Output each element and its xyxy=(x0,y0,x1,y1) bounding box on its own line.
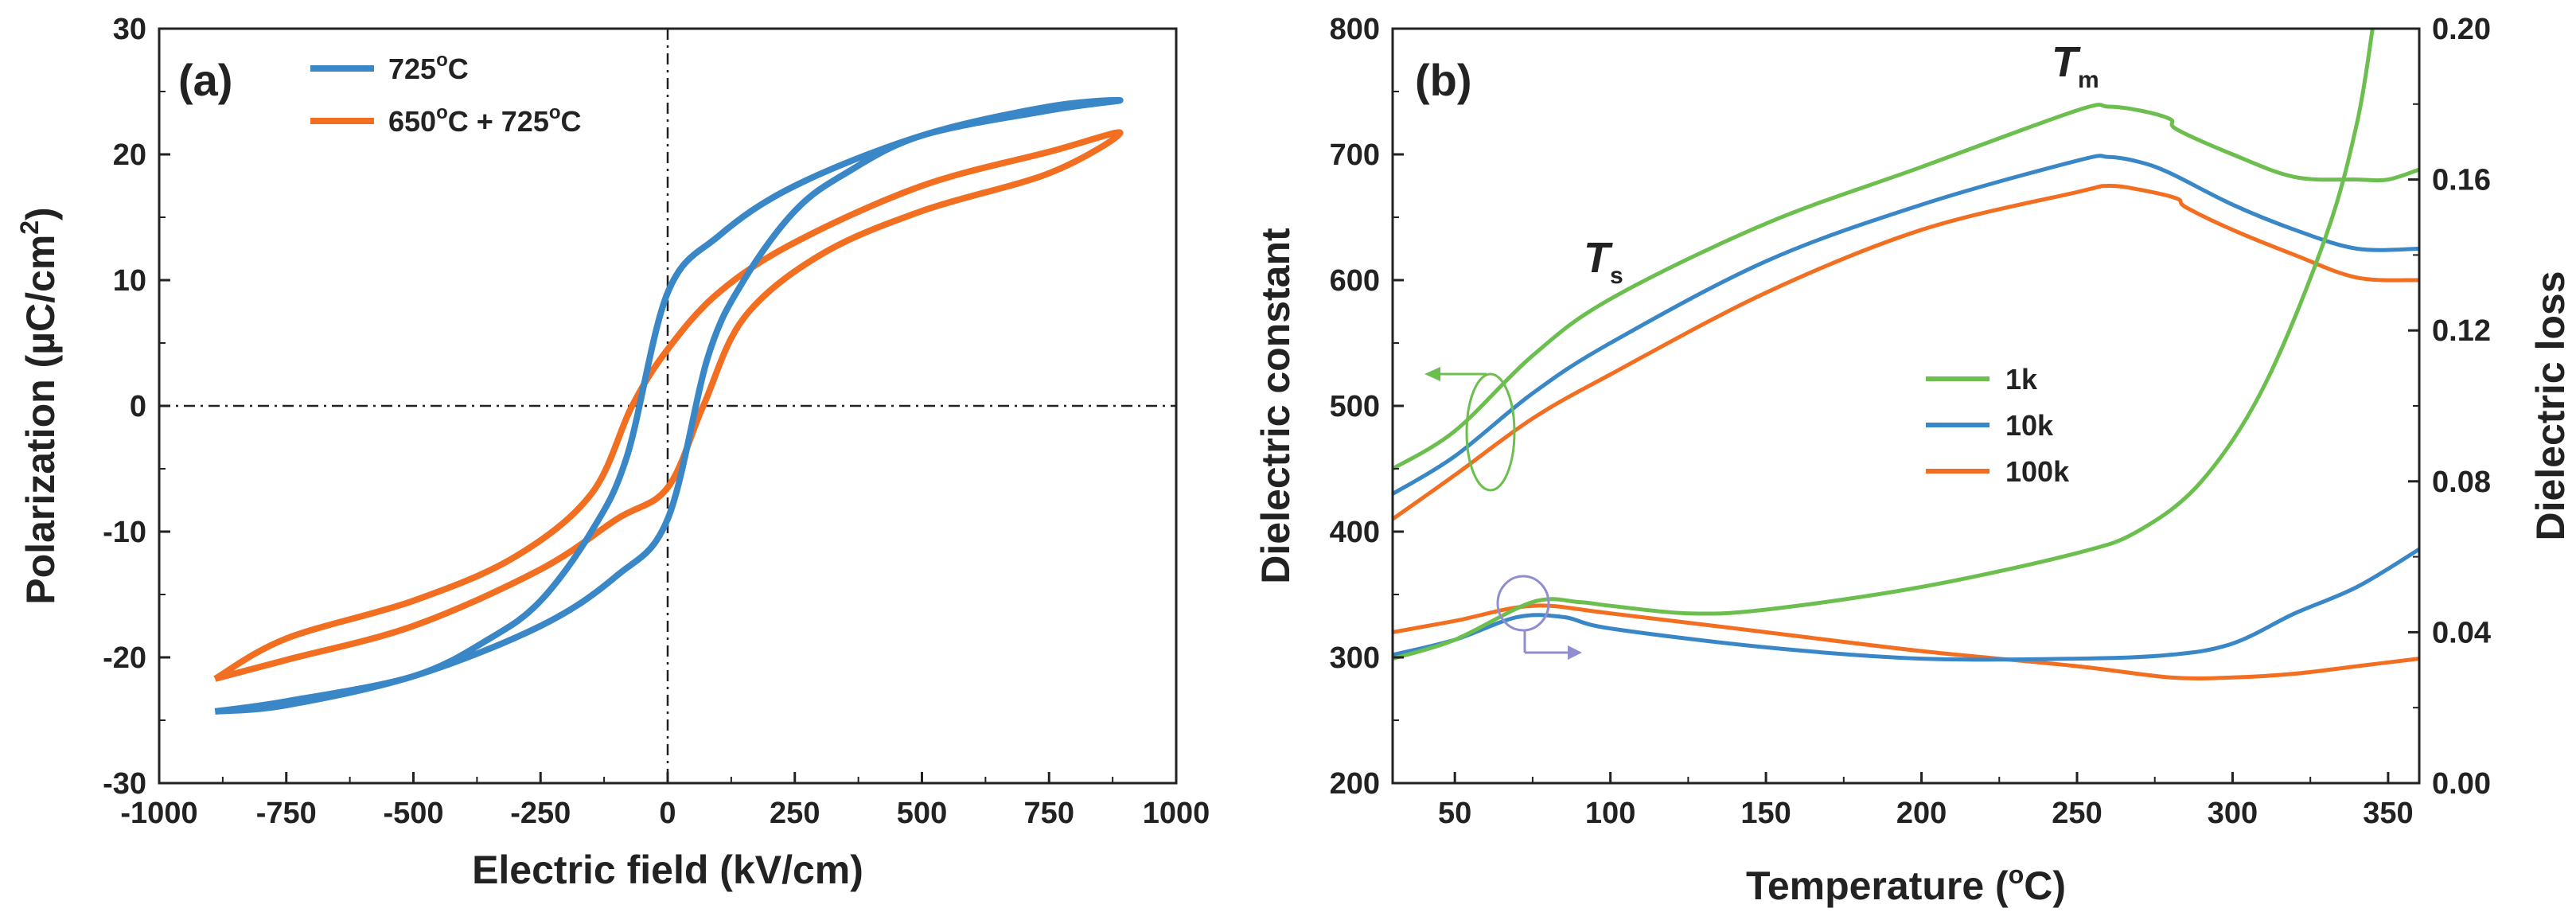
legend-label-10k: 10k xyxy=(2005,409,2054,442)
left-y-tick-label: 600 xyxy=(1330,264,1380,298)
annotation-ts: Ts xyxy=(1584,234,1623,289)
y-tick-label: 20 xyxy=(113,138,146,172)
right-y-tick-label: 0.16 xyxy=(2432,164,2491,197)
chart-b: 50 100 150 200 250 300 350 200 300 400 500 600 700 8… xyxy=(1253,13,2573,908)
y-tick-label: 0 xyxy=(130,390,146,423)
legend-label-1k: 1k xyxy=(2005,363,2038,396)
x-tick-label: 500 xyxy=(897,797,947,830)
x-tick-label: 250 xyxy=(770,797,820,830)
permittivity-curve-100k xyxy=(1393,183,2419,521)
x-tick-label: 200 xyxy=(1896,797,1947,830)
chart-a-y-ticks: -30 -20 -10 0 10 20 30 xyxy=(103,13,170,801)
right-y-tick-label: 0.20 xyxy=(2432,13,2491,46)
loss-curve-1k xyxy=(1393,29,2375,661)
right-y-tick-label: 0.12 xyxy=(2432,314,2491,348)
x-tick-label: 150 xyxy=(1740,797,1791,830)
loss-curve-100k xyxy=(1393,603,2419,681)
x-tick-label: 300 xyxy=(2208,797,2258,830)
chart-b-legend: 1k 10k 100k xyxy=(1926,363,2070,488)
chart-b-panel-label: (b) xyxy=(1415,55,1472,105)
chart-b-series xyxy=(1393,29,2419,681)
left-y-tick-label: 700 xyxy=(1330,138,1380,172)
y-tick-label: 30 xyxy=(113,13,146,46)
loss-curve-10k xyxy=(1393,547,2419,662)
y-tick-label: -30 xyxy=(103,767,146,801)
x-tick-label: -500 xyxy=(383,797,443,830)
annotation-tm: Tm xyxy=(2052,38,2099,93)
y-tick-label: -20 xyxy=(103,641,146,675)
chart-b-curves xyxy=(1393,29,2419,681)
x-tick-label: 0 xyxy=(659,797,676,830)
permittivity-curve-1k xyxy=(1393,103,2419,471)
right-y-tick-label: 0.08 xyxy=(2432,466,2491,499)
chart-a-legend: 725oC 650oC + 725oC xyxy=(310,49,582,138)
left-y-tick-label: 200 xyxy=(1330,767,1380,801)
right-axis-ellipse xyxy=(1496,575,1550,632)
x-tick-label: 100 xyxy=(1585,797,1635,830)
legend-label-100k: 100k xyxy=(2005,455,2070,488)
chart-b-right-y-ticks: 0.00 0.04 0.08 0.12 0.16 0.20 xyxy=(2408,13,2491,801)
chart-b-left-y-axis-label: Dielectric constant xyxy=(1253,228,1298,584)
left-axis-ellipse xyxy=(1465,372,1516,492)
x-tick-label: -750 xyxy=(256,797,317,830)
left-axis-arrowhead xyxy=(1424,367,1440,381)
chart-a-series xyxy=(213,96,1124,715)
x-tick-label: 50 xyxy=(1438,797,1471,830)
permittivity-curve-10k xyxy=(1393,154,2419,496)
left-y-tick-label: 800 xyxy=(1330,13,1380,46)
right-axis-marker xyxy=(1496,575,1582,660)
chart-a-x-axis-label: Electric field (kV/cm) xyxy=(472,848,863,892)
left-y-tick-label: 400 xyxy=(1330,516,1380,549)
y-tick-label: -10 xyxy=(103,516,146,549)
chart-a-x-ticks: -1000 -750 -500 -250 0 250 500 750 1000 xyxy=(120,772,1210,830)
chart-a-reference-lines xyxy=(159,29,1176,783)
chart-b-x-axis-label: Temperature (oC) xyxy=(1746,860,2066,908)
x-tick-label: 350 xyxy=(2363,797,2413,830)
x-tick-label: -250 xyxy=(510,797,571,830)
chart-a-panel-label: (a) xyxy=(178,55,232,105)
chart-b-plot-frame xyxy=(1391,27,2421,785)
legend-label-650-725: 650oC + 725oC xyxy=(388,102,582,138)
hysteresis-loop-725 xyxy=(214,96,1124,715)
y-tick-label: 10 xyxy=(113,264,146,298)
x-tick-label: 1000 xyxy=(1143,797,1210,830)
right-y-tick-label: 0.00 xyxy=(2432,767,2491,801)
left-y-tick-label: 300 xyxy=(1330,641,1380,675)
chart-b-x-ticks: 50 100 150 200 250 300 350 xyxy=(1438,772,2414,830)
chart-a: -1000 -750 -500 -250 0 250 500 750 1000 -30 -20 -1… xyxy=(15,13,1210,892)
x-tick-label: 250 xyxy=(2052,797,2102,830)
x-tick-label: -1000 xyxy=(120,797,197,830)
x-tick-label: 750 xyxy=(1024,797,1074,830)
left-y-tick-label: 500 xyxy=(1330,390,1380,423)
right-y-tick-label: 0.04 xyxy=(2432,616,2491,649)
legend-label-725: 725oC xyxy=(388,49,469,85)
chart-b-right-y-axis-label: Dielectric loss xyxy=(2528,271,2573,540)
right-axis-arrowhead xyxy=(1568,645,1582,660)
chart-a-y-axis-label: Polarization (µC/cm2) xyxy=(15,207,63,604)
chart-b-left-y-ticks: 200 300 400 500 600 700 800 xyxy=(1330,13,1404,801)
left-axis-marker xyxy=(1424,367,1516,492)
